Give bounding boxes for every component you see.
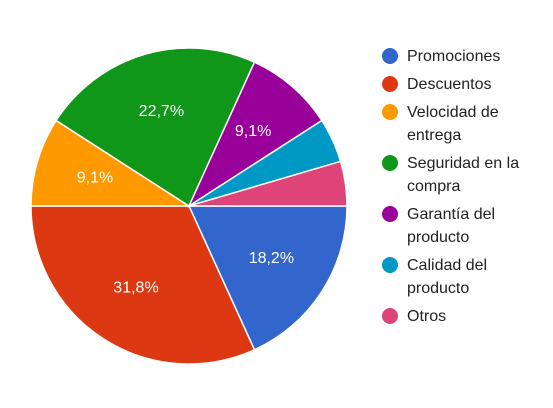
legend-item: Otros [378, 305, 548, 328]
legend-swatch [382, 206, 398, 222]
legend-swatch [382, 155, 398, 171]
pie-slice [55, 47, 256, 208]
legend-label: Descuentos [407, 76, 492, 93]
legend-label: Promociones [407, 48, 501, 65]
legend-swatch [382, 48, 398, 64]
legend-swatch [382, 257, 398, 273]
legend-item: Calidad del producto [378, 254, 548, 300]
pie-slice [30, 119, 192, 207]
slice-label: 9,1% [235, 123, 271, 140]
legend-label: Seguridad en la compra [407, 155, 520, 195]
slice-label: 22,7% [139, 103, 184, 120]
legend-item: Garantía del producto [378, 203, 548, 249]
legend-swatch [382, 308, 398, 324]
legend-label: Garantía del producto [407, 206, 496, 246]
legend-label: Calidad del producto [407, 257, 488, 297]
legend: Promociones Descuentos Velocidad de entreg… [378, 45, 548, 333]
slice-label: 18,2% [249, 250, 294, 267]
pie-slice [187, 61, 323, 209]
slice-label: 31,8% [113, 280, 158, 297]
legend-item: Descuentos [378, 73, 548, 96]
legend-item: Promociones [378, 45, 548, 68]
legend-label: Velocidad de entrega [407, 104, 499, 144]
legend-label: Otros [407, 308, 447, 325]
pie-slice [187, 205, 348, 351]
slice-label: 9,1% [77, 170, 113, 187]
pie-slice [188, 160, 348, 207]
pie-slice [30, 205, 256, 365]
legend-swatch [382, 76, 398, 92]
legend-swatch [382, 104, 398, 120]
legend-item: Velocidad de entrega [378, 101, 548, 147]
legend-item: Seguridad en la compra [378, 152, 548, 198]
